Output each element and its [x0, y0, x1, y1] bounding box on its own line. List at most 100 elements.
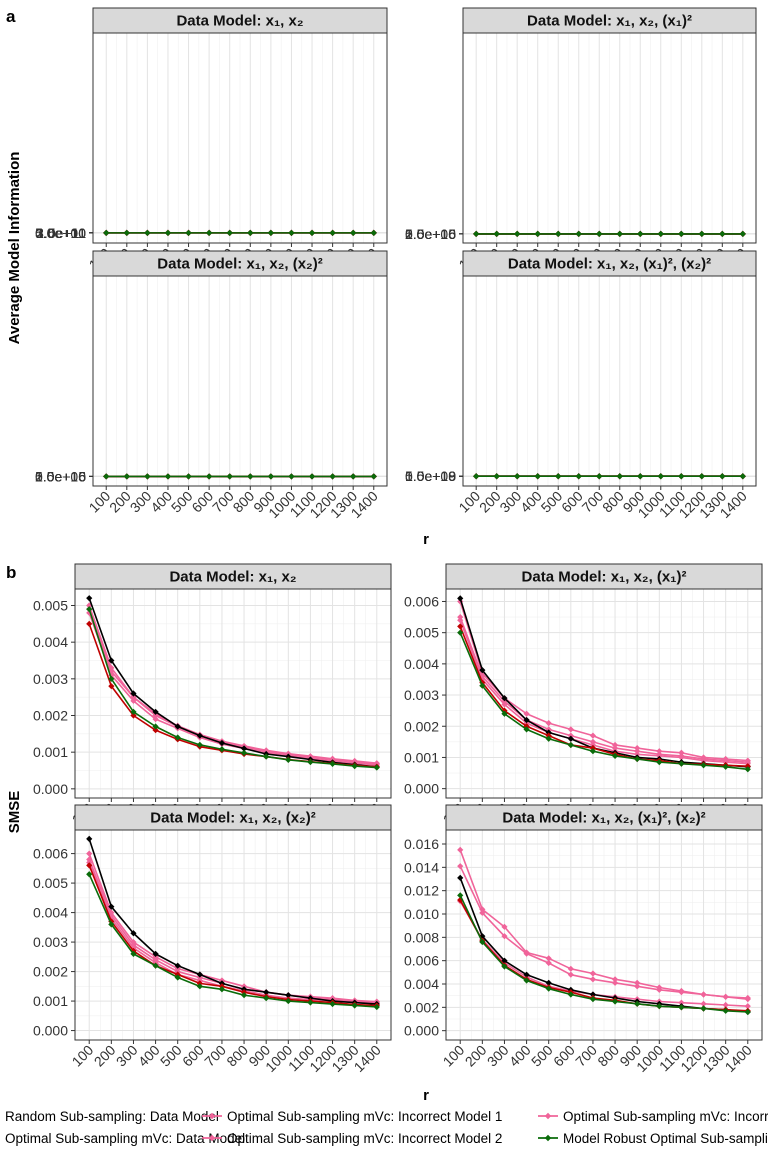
data-point	[308, 473, 316, 480]
data-point	[152, 716, 159, 723]
y-tick-label: 2.0e+16	[405, 226, 456, 242]
series-line	[459, 632, 748, 771]
series-line	[88, 873, 377, 1008]
series-line	[88, 597, 377, 768]
data-point	[567, 971, 574, 978]
data-point	[611, 976, 619, 983]
y-tick-label: 0.014	[404, 859, 439, 875]
data-point	[596, 473, 603, 480]
data-point	[373, 760, 380, 767]
x-tick-label: 1400	[351, 1042, 384, 1075]
legend-label: Optimal Sub-sampling mVc: Data Model	[5, 1131, 245, 1146]
series-line	[88, 865, 377, 1007]
y-tick-label: 2.5e+11	[36, 225, 86, 241]
y-tick-label: 0.006	[33, 846, 68, 862]
data-point	[479, 933, 486, 940]
x-tick-label: 1400	[722, 1042, 755, 1075]
data-point	[457, 896, 464, 904]
data-point	[678, 230, 685, 238]
data-point	[226, 229, 233, 236]
panel-border	[445, 829, 763, 1041]
data-point	[589, 748, 597, 755]
panel-title: Data Model: x₁, x₂, (x₂)²	[157, 256, 322, 273]
data-point	[589, 996, 597, 1003]
y-tick-label: 0.002	[33, 964, 68, 980]
series-1	[86, 595, 380, 770]
data-point	[534, 230, 541, 238]
data-point	[523, 716, 530, 724]
data-point	[351, 757, 358, 765]
data-point	[611, 752, 619, 759]
data-point	[174, 734, 181, 741]
data-point	[634, 979, 641, 986]
y-tick-label: 0.0e+00	[405, 468, 456, 484]
data-point	[656, 751, 663, 758]
data-point	[479, 906, 486, 913]
data-point	[744, 994, 751, 1002]
series-line	[459, 616, 748, 763]
data-point	[86, 835, 93, 842]
legend-label: Random Sub-sampling: Data Model	[5, 1109, 219, 1124]
y-tick-label: 0.001	[404, 749, 439, 765]
data-point	[698, 230, 705, 238]
y-tick-label: 3.5e+11	[36, 225, 86, 241]
data-point	[545, 959, 552, 967]
data-point	[501, 710, 508, 717]
legend-item-1: Random Sub-sampling: Data Model	[5, 1109, 219, 1124]
data-point	[103, 229, 110, 236]
data-point	[329, 760, 336, 767]
data-point	[370, 229, 377, 236]
data-point	[457, 595, 464, 602]
data-point	[130, 694, 137, 701]
data-point	[545, 979, 552, 986]
data-point	[226, 473, 233, 480]
data-point	[545, 735, 552, 742]
data-point	[523, 971, 530, 978]
data-point	[218, 739, 226, 747]
legend-label: Model Robust Optimal Sub-sampling	[563, 1131, 768, 1146]
series-6	[457, 629, 751, 773]
data-point	[501, 698, 508, 705]
data-point	[206, 473, 213, 480]
series-6	[103, 229, 377, 236]
series-line	[88, 605, 377, 764]
data-point	[307, 753, 314, 760]
data-point	[108, 664, 115, 671]
series-line	[88, 838, 377, 1005]
data-point	[589, 991, 597, 998]
y-tick-label: 0.000	[33, 781, 68, 797]
data-point	[722, 763, 729, 770]
data-point	[501, 963, 508, 970]
data-point	[457, 629, 464, 636]
data-point	[722, 755, 729, 763]
data-point	[307, 999, 314, 1006]
data-point	[678, 999, 685, 1006]
data-point	[152, 723, 159, 730]
chart-panel-1: Data Model: x₁, x₂ 0.0e+005.0e+101.0e+111…	[35, 7, 388, 278]
panels: Data Model: x₁, x₂0.0e+005.0e+101.0e+111…	[33, 7, 763, 1075]
y-tick-label: 1.0e+16	[405, 226, 456, 242]
data-point	[479, 682, 486, 689]
data-point	[86, 871, 93, 878]
data-point	[479, 673, 486, 680]
legend-label: Optimal Sub-sampling mVc: Incorrect Mode…	[563, 1109, 768, 1124]
y-tick-label: 0.000	[33, 1023, 68, 1039]
data-point	[523, 726, 530, 733]
y-axis-title-b: SMSE	[6, 791, 23, 834]
data-point	[545, 726, 552, 733]
data-point	[86, 602, 93, 609]
series-6	[473, 473, 746, 480]
y-tick-label: 0.005	[33, 598, 68, 614]
panel-border	[92, 275, 388, 487]
series-line	[459, 619, 748, 765]
data-point	[611, 741, 619, 749]
data-point	[722, 993, 729, 1000]
data-point	[479, 676, 486, 683]
data-point	[329, 473, 336, 480]
data-point	[267, 229, 274, 236]
data-point	[700, 991, 707, 998]
data-point	[457, 892, 464, 899]
data-point	[350, 473, 357, 480]
chart-panel-5: Data Model: x₁, x₂ 0.000 0.001 0.002 0.003 0.…	[33, 563, 392, 833]
chart-panel-3: Data Model: x₁, x₂, (x₂)² 0.0e+005.0e+151…	[35, 250, 388, 521]
